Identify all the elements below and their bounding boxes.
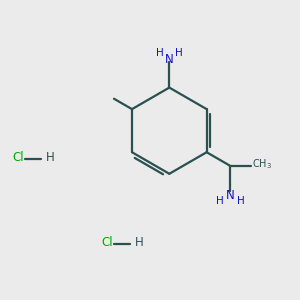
Text: N: N xyxy=(226,189,235,202)
Text: H: H xyxy=(175,48,183,58)
Text: Cl: Cl xyxy=(101,236,113,249)
Text: CH$_3$: CH$_3$ xyxy=(252,157,272,171)
Text: H: H xyxy=(156,48,164,58)
Text: H: H xyxy=(215,196,223,206)
Text: Cl: Cl xyxy=(12,151,24,164)
Text: H: H xyxy=(45,151,54,164)
Text: H: H xyxy=(237,196,245,206)
Text: N: N xyxy=(165,53,174,66)
Text: H: H xyxy=(134,236,143,249)
